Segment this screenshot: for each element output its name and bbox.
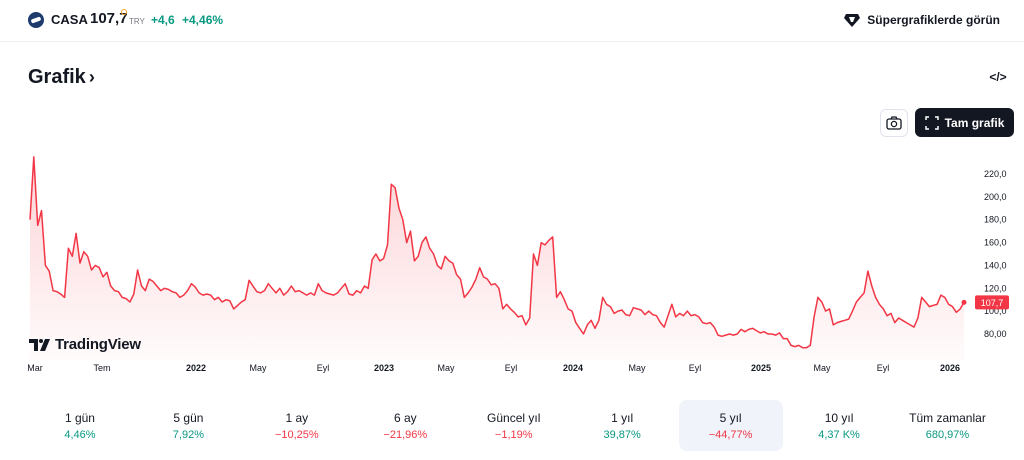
x-axis-tick-label: Tem: [93, 363, 110, 373]
last-price-dot: [961, 299, 967, 305]
period-tab[interactable]: 6 ay −21,96%: [353, 400, 457, 451]
embed-code-icon[interactable]: </>: [989, 70, 1007, 84]
y-axis-tick-label: 180,0: [984, 215, 1007, 225]
x-axis-tick-label: May: [628, 363, 646, 373]
chevron-right-icon: ›: [88, 67, 95, 87]
y-axis-tick-label: 120,0: [984, 283, 1007, 293]
period-change: 4,37 K%: [818, 429, 860, 441]
x-axis-tick-label: Eyl: [317, 363, 330, 373]
period-change: −44,77%: [708, 429, 753, 441]
period-change: 7,92%: [172, 429, 204, 441]
y-axis-tick-label: 140,0: [984, 260, 1007, 270]
supercharts-link-label: Süpergrafiklerde görün: [867, 13, 1000, 27]
supercharts-link[interactable]: Süpergrafiklerde görün: [843, 9, 1000, 31]
snapshot-button[interactable]: [880, 109, 908, 137]
period-change: −10,25%: [274, 429, 319, 441]
company-logo-icon: [28, 12, 44, 28]
tradingview-logo-text: TradingView: [55, 336, 141, 353]
x-axis-tick-label: 2022: [186, 363, 206, 373]
x-axis-tick-label: May: [437, 363, 455, 373]
x-axis-tick-label: May: [249, 363, 267, 373]
last-price-label: 107,7: [981, 298, 1004, 308]
x-axis-tick-label: May: [813, 363, 831, 373]
period-tab[interactable]: 1 ay −10,25%: [245, 400, 349, 451]
x-axis-tick-label: 2024: [563, 363, 583, 373]
y-axis-tick-label: 100,0: [984, 306, 1007, 316]
supercharts-diamond-icon: [844, 14, 861, 27]
x-axis-tick-label: 2025: [751, 363, 771, 373]
period-tab[interactable]: Güncel yıl −1,19%: [462, 400, 566, 451]
x-axis-tick-label: Mar: [27, 363, 43, 373]
camera-icon: [886, 116, 902, 130]
period-label: 1 gün: [64, 411, 95, 425]
period-label: Güncel yıl: [487, 411, 541, 425]
chart-title-text: Grafik: [28, 66, 86, 88]
period-label: 6 ay: [393, 411, 417, 425]
period-tab[interactable]: 5 yıl −44,77%: [678, 400, 783, 451]
symbol-price: 107,7: [90, 10, 128, 27]
symbol-name[interactable]: CASA: [51, 12, 88, 27]
price-line: [29, 156, 965, 349]
full-chart-label: Tam grafik: [944, 115, 1005, 130]
period-tab[interactable]: 1 yıl 39,87%: [570, 400, 674, 451]
tradingview-logo[interactable]: TradingView: [29, 336, 141, 353]
full-chart-button[interactable]: Tam grafik: [915, 108, 1014, 137]
y-axis-tick-label: 220,0: [984, 169, 1007, 179]
x-axis-tick-label: Eyl: [689, 363, 702, 373]
period-label: Tüm zamanlar: [909, 411, 986, 425]
symbol-header: CASA 107,7 TRY +4,6 +4,46% Süpergrafikle…: [0, 0, 1024, 42]
period-tab[interactable]: 10 yıl 4,37 K%: [787, 400, 891, 451]
period-change: −1,19%: [494, 429, 533, 441]
y-axis-tick-label: 80,00: [984, 329, 1007, 339]
market-status-icon: [121, 9, 127, 15]
x-axis-tick-label: Eyl: [505, 363, 518, 373]
period-label: 10 yıl: [824, 411, 854, 425]
x-axis-tick-label: Eyl: [877, 363, 890, 373]
price-chart[interactable]: 80,00 100,0 120,0 140,0 160,0 180,0 200,0 220,0…: [0, 140, 1024, 380]
price-change-percent: +4,46%: [182, 13, 224, 27]
y-axis-tick-label: 160,0: [984, 238, 1007, 248]
tradingview-logo-icon: [29, 338, 50, 351]
x-axis-tick-label: 2026: [940, 363, 960, 373]
period-label: 5 gün: [173, 411, 204, 425]
period-label: 1 ay: [285, 411, 309, 425]
x-axis-tick-label: 2023: [374, 363, 394, 373]
period-change: 39,87%: [603, 429, 641, 441]
y-axis-tick-label: 200,0: [984, 192, 1007, 202]
period-label: 5 yıl: [719, 411, 742, 425]
price-change: +4,6: [151, 13, 175, 27]
currency-label: TRY: [129, 17, 145, 26]
period-change: 4,46%: [64, 429, 96, 441]
performance-periods: 1 gün 4,46% 5 gün 7,92% 1 ay −10,25% 6 ay −21,9…: [28, 400, 1004, 452]
period-tab[interactable]: 1 gün 4,46%: [28, 400, 132, 451]
period-tab[interactable]: 5 gün 7,92%: [136, 400, 240, 451]
fullscreen-icon: [924, 115, 939, 130]
period-label: 1 yıl: [611, 411, 634, 425]
last-price-marker: 107,7: [961, 295, 1009, 310]
chart-section-title[interactable]: Grafik ›: [28, 66, 95, 89]
last-price-badge: [975, 295, 1009, 310]
period-tab[interactable]: Tüm zamanlar 680,97%: [896, 400, 1000, 451]
period-change: 680,97%: [925, 429, 970, 441]
period-change: −21,96%: [383, 429, 428, 441]
price-area: [30, 156, 964, 360]
